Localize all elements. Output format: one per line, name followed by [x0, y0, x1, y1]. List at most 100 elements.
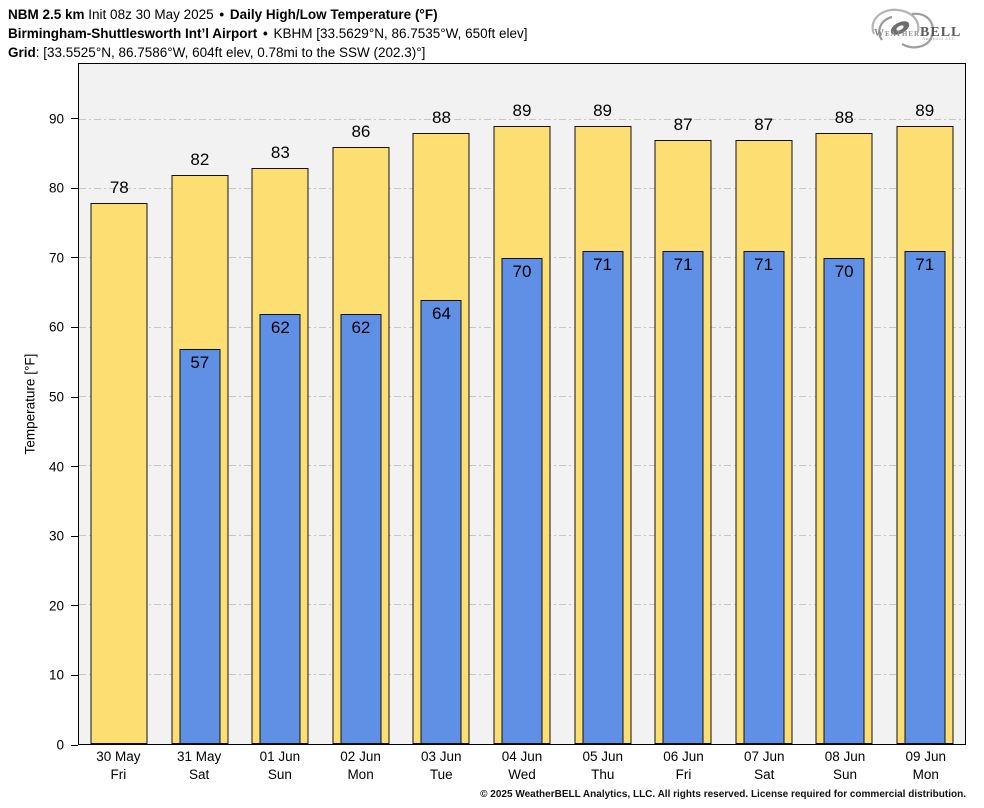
x-tick-day: Fri [110, 767, 127, 782]
y-tick-mark [71, 118, 78, 120]
logo-wordmark: WeatherBELL [874, 23, 961, 41]
low-temp-value: 62 [270, 317, 290, 337]
bar-group: 89 71 [884, 64, 965, 744]
logo-subtext: Analytics LLC [922, 36, 956, 41]
low-temp-value: 57 [190, 352, 210, 372]
station-details: KBHM [33.5629°N, 86.7535°W, 650ft elev] [273, 26, 528, 41]
x-tick-date: 05 Jun [582, 749, 624, 764]
bar-group: 86 62 [321, 64, 402, 744]
copyright-notice: © 2025 WeatherBELL Analytics, LLC. All r… [480, 789, 966, 800]
bar-group: 78 [79, 64, 160, 744]
bar-group: 88 64 [401, 64, 482, 744]
high-temp-bar [90, 202, 148, 744]
x-tick-date: 08 Jun [824, 749, 866, 764]
low-temp-bar: 62 [340, 313, 382, 744]
x-tick-day: Sun [832, 767, 857, 782]
x-tick-label: 05 Jun Thu [562, 748, 643, 784]
low-temp-bar: 70 [823, 258, 865, 744]
low-temp-bar: 71 [662, 251, 704, 744]
header-line-2: Birmingham-Shuttlesworth Int’l Airport •… [8, 24, 527, 43]
x-tick-label: 31 May Sat [159, 748, 240, 784]
high-temp-value: 87 [754, 115, 774, 135]
low-temp-bar: 71 [743, 251, 785, 744]
y-tick-mark [71, 744, 78, 746]
high-temp-value: 83 [270, 143, 290, 163]
x-tick-label: 09 Jun Mon [885, 748, 966, 784]
y-tick-label: 0 [56, 737, 64, 753]
bar-group: 87 71 [723, 64, 804, 744]
x-tick-date: 02 Jun [340, 749, 381, 764]
low-temp-value: 70 [512, 262, 532, 282]
x-tick-day: Sat [188, 767, 210, 782]
init-time: Init 08z 30 May 2025 [88, 7, 214, 22]
low-temp-value: 64 [431, 303, 451, 323]
x-tick-label: 03 Jun Tue [401, 748, 482, 784]
y-tick-label: 60 [48, 319, 64, 335]
header-line-3: Grid: [33.5525°N, 86.7586°W, 604ft elev,… [8, 43, 527, 62]
y-tick-label: 30 [48, 528, 64, 544]
high-temp-value: 82 [190, 150, 210, 170]
bar-group: 88 70 [804, 64, 885, 744]
y-tick-mark [71, 396, 78, 398]
x-tick-date: 01 Jun [259, 749, 301, 764]
separator-bullet: • [219, 7, 225, 22]
low-temp-bar: 71 [582, 251, 624, 744]
x-tick-date: 07 Jun [743, 749, 785, 764]
high-temp-value: 88 [834, 108, 854, 128]
x-tick-date: 04 Jun [501, 749, 543, 764]
model-name: NBM 2.5 km [8, 7, 85, 22]
x-tick-date: 06 Jun [663, 749, 704, 764]
y-tick-mark [71, 187, 78, 189]
header-line-1: NBM 2.5 km Init 08z 30 May 2025 • Daily … [8, 5, 527, 24]
y-tick-label: 20 [48, 598, 64, 614]
bar-group: 83 62 [240, 64, 321, 744]
x-tick-date: 09 Jun [905, 749, 946, 764]
high-temp-value: 86 [351, 122, 371, 142]
high-temp-value: 89 [593, 101, 613, 121]
high-temp-value: 89 [512, 101, 532, 121]
y-axis-ticks: 0 10 20 30 40 50 60 70 80 90 [0, 63, 78, 753]
low-temp-bar: 71 [904, 251, 946, 744]
gridline [79, 118, 965, 120]
x-tick-label: 04 Jun Wed [482, 748, 563, 784]
bar-group: 89 70 [482, 64, 563, 744]
high-temp-value: 87 [673, 115, 693, 135]
x-tick-label: 06 Jun Fri [643, 748, 724, 784]
separator-bullet: • [263, 26, 268, 41]
y-tick-mark [71, 674, 78, 676]
low-temp-value: 71 [754, 255, 774, 275]
low-temp-bar: 57 [179, 348, 221, 744]
low-temp-value: 70 [834, 262, 854, 282]
y-tick-mark [71, 535, 78, 537]
high-temp-value: 88 [432, 108, 451, 128]
bar-series: 78 82 57 83 62 86 62 88 64 89 70 89 71 87 71 87 71 88 70 89… [79, 64, 965, 744]
x-tick-label: 07 Jun Sat [724, 748, 805, 784]
station-name: Birmingham-Shuttlesworth Int’l Airport [8, 26, 258, 41]
x-tick-day: Tue [429, 767, 453, 782]
x-tick-label: 01 Jun Sun [239, 748, 320, 784]
y-tick-label: 50 [48, 389, 64, 405]
x-tick-date: 30 May [96, 749, 141, 764]
y-tick-mark [71, 605, 78, 607]
low-temp-value: 71 [915, 255, 935, 275]
chart-header: NBM 2.5 km Init 08z 30 May 2025 • Daily … [8, 5, 527, 62]
grid-label: Grid [8, 45, 36, 60]
x-tick-day: Thu [591, 767, 615, 782]
plot-area: 78 82 57 83 62 86 62 88 64 89 70 89 71 87 71 87 71 88 70 89… [78, 63, 966, 745]
grid-details: : [33.5525°N, 86.7586°W, 604ft elev, 0.7… [35, 45, 426, 60]
bar-group: 87 71 [643, 64, 724, 744]
logo-text-bell: BELL [920, 25, 962, 40]
y-tick-mark [71, 326, 78, 328]
low-temp-value: 62 [351, 317, 371, 337]
x-tick-label: 30 May Fri [78, 748, 159, 784]
low-temp-value: 71 [673, 255, 693, 275]
x-tick-day: Sun [267, 767, 292, 782]
low-temp-bar: 62 [259, 313, 301, 744]
weatherbell-logo: WeatherBELL Analytics LLC [860, 2, 978, 52]
y-tick-mark [71, 257, 78, 259]
x-tick-label: 02 Jun Mon [320, 748, 401, 784]
low-temp-bar: 70 [501, 258, 543, 744]
x-tick-label: 08 Jun Sun [805, 748, 886, 784]
y-tick-mark [71, 466, 78, 468]
